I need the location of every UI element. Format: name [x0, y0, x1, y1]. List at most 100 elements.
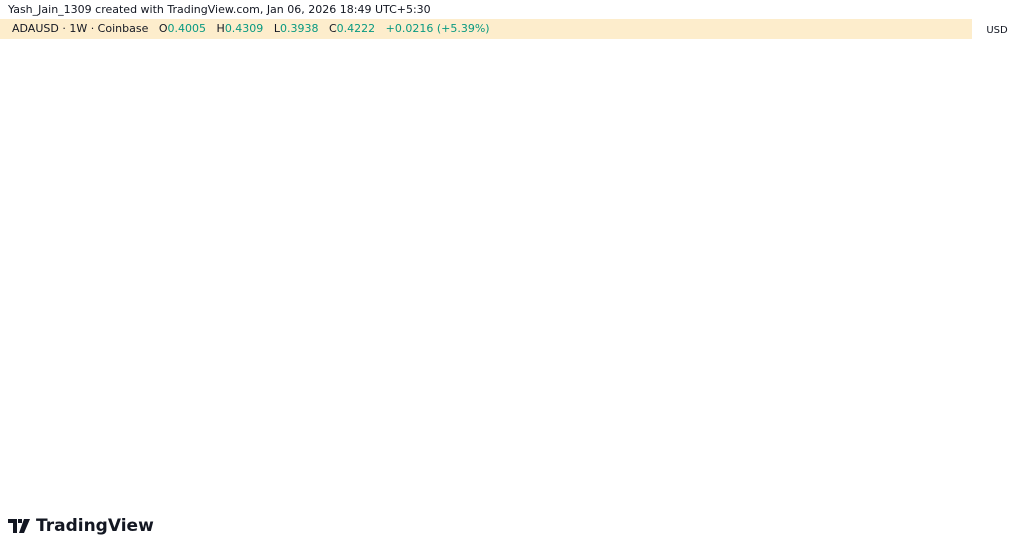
candle-body	[105, 428, 110, 432]
candle-body	[768, 223, 773, 248]
candle-body	[743, 195, 748, 251]
candle	[675, 254, 680, 300]
candle	[874, 379, 878, 393]
candle-body	[799, 289, 804, 304]
candle-body	[489, 407, 494, 412]
candle	[464, 390, 469, 412]
candle-body	[440, 411, 444, 415]
candle	[743, 174, 748, 258]
candle-body	[613, 285, 618, 287]
candle-body	[74, 414, 79, 422]
candle-body	[514, 132, 519, 171]
candle	[799, 285, 804, 314]
candle	[18, 400, 23, 410]
candle-body	[545, 164, 550, 234]
candle	[334, 362, 339, 377]
symbol-name[interactable]: ADAUSD · 1W · Coinbase	[12, 22, 149, 35]
y-tick-label: 0.7000	[937, 282, 972, 293]
candle	[545, 150, 550, 241]
candle	[49, 414, 54, 432]
candle	[415, 411, 420, 422]
candle-body	[830, 386, 835, 388]
candle-body	[520, 118, 525, 133]
candle	[80, 411, 85, 425]
x-tick-label: Nov	[488, 493, 508, 504]
candle-body	[712, 271, 717, 325]
candle-body	[260, 310, 265, 338]
candle	[37, 398, 41, 450]
candle-body	[49, 421, 54, 429]
candle	[198, 303, 203, 394]
tradingview-logo-icon	[8, 519, 30, 533]
candle-body	[396, 376, 401, 394]
y-tick-label: 1.2000	[978, 108, 1013, 119]
candle-body	[68, 421, 72, 425]
candle	[86, 414, 91, 425]
heart-icon: ♥	[42, 458, 56, 477]
candle-body	[750, 195, 754, 210]
candle-body	[632, 310, 637, 332]
candle-body	[762, 247, 767, 251]
x-tick-label: Sep	[110, 493, 129, 504]
candle-body	[874, 382, 878, 391]
candle	[6, 393, 10, 405]
candle-body	[855, 407, 860, 409]
candle-body	[266, 310, 271, 321]
candle	[681, 275, 686, 307]
candle-body	[378, 393, 382, 415]
candle	[564, 191, 568, 234]
candle	[836, 372, 841, 401]
y-tick-label: 0.6000	[937, 317, 972, 328]
highlight-range	[493, 62, 526, 418]
candle	[607, 271, 612, 297]
candle	[309, 320, 314, 380]
candle	[483, 404, 488, 415]
candle	[731, 233, 736, 286]
candle-body	[483, 407, 488, 412]
candle	[626, 299, 630, 349]
candle	[347, 365, 351, 380]
candle-body	[247, 358, 252, 363]
candle	[489, 404, 494, 415]
price-badge-value: 0.5571	[978, 332, 1013, 343]
chart-credit: Yash_Jain_1309 created with TradingView.…	[8, 3, 431, 16]
x-tick-label: Sep	[433, 493, 452, 504]
candle	[520, 67, 525, 164]
channel-lower-line	[472, 255, 896, 423]
x-tick-label: Nov	[166, 493, 186, 504]
candle	[123, 435, 128, 445]
candle	[359, 376, 364, 394]
candle-body	[285, 285, 289, 304]
candle-body	[24, 404, 29, 406]
y-tick-label: 1.1000	[978, 143, 1013, 154]
candle-body	[446, 407, 451, 412]
highlight-circle	[397, 403, 439, 445]
x-tick-label: Mar	[272, 493, 292, 504]
candle-body	[774, 223, 779, 225]
y-tick-label: 0.2000	[912, 456, 947, 467]
candle	[136, 437, 141, 445]
candle-body	[619, 285, 624, 311]
x-tick-label: 2024	[210, 493, 238, 504]
candle-body	[836, 383, 841, 387]
y-tick-label: 1.3000	[912, 73, 947, 84]
candle	[24, 400, 29, 412]
tradingview-logo: TradingView	[8, 516, 154, 536]
currency-button[interactable]: USD	[975, 21, 1019, 41]
price-badge: 1.3278 High	[950, 60, 1020, 74]
price-badge: 0.6240	[975, 305, 1020, 319]
candle-body	[719, 230, 723, 272]
candle	[750, 191, 754, 224]
x-tick-label: May	[0, 493, 18, 504]
candle	[452, 400, 457, 412]
candle	[694, 296, 699, 349]
price-badge-bg	[975, 305, 1020, 319]
candle	[446, 404, 451, 415]
candle-body	[365, 390, 370, 398]
candle	[582, 251, 587, 321]
candle	[867, 386, 872, 401]
candle-body	[471, 397, 475, 408]
lightning-icon	[868, 453, 884, 469]
candle-body	[787, 237, 792, 286]
